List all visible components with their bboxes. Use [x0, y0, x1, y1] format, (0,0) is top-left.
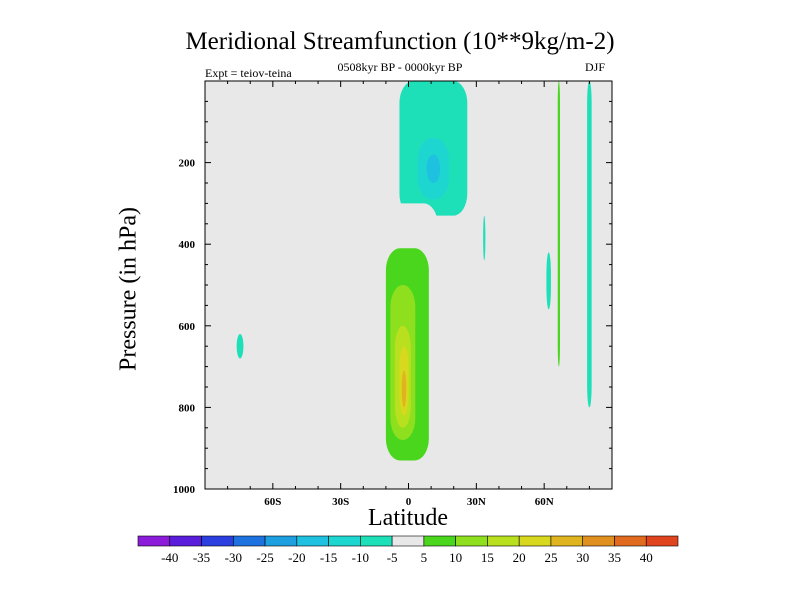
- contour-neg-core-inner: [426, 154, 441, 183]
- x-tick-label: 60S: [264, 496, 281, 508]
- colorbar-swatch: [296, 535, 329, 547]
- colorbar-label: -40: [161, 550, 178, 565]
- colorbar-label: 30: [576, 550, 589, 565]
- colorbar-swatch: [645, 535, 679, 547]
- colorbar-swatch: [137, 535, 171, 547]
- contour-neg-strip-35N: [483, 215, 486, 261]
- colorbar-label: 5: [421, 550, 428, 565]
- season-label: DJF: [585, 60, 606, 74]
- y-tick-label: 400: [179, 239, 196, 251]
- colorbar-label: -25: [256, 550, 273, 565]
- colorbar-swatch: [550, 535, 584, 547]
- experiment-label: Expt = teiov-teina: [205, 66, 292, 80]
- y-tick-label: 1000: [173, 484, 196, 496]
- colorbar-swatch: [169, 535, 202, 547]
- colorbar-label: -30: [225, 550, 242, 565]
- contour-pos-cell-equator-30: [401, 370, 407, 408]
- x-tick-label: 30N: [467, 496, 486, 508]
- y-tick-label: 200: [179, 158, 196, 170]
- contour-neg-cell-70S: [236, 333, 244, 359]
- colorbar-swatch: [391, 535, 425, 547]
- contour-pos-cell-35S: [324, 272, 337, 449]
- contour-pos-cell-55N: [528, 81, 533, 196]
- colorbar-swatch: [232, 535, 266, 547]
- x-tick-label: 0: [406, 496, 412, 508]
- colorbar-swatch: [518, 535, 552, 547]
- colorbar-label: 15: [481, 550, 494, 565]
- colorbar-label: -20: [288, 550, 305, 565]
- colorbar-label: -35: [193, 550, 210, 565]
- contour-neg-strip-80N: [587, 81, 592, 408]
- contour-pos-cell-65N-10: [557, 81, 560, 367]
- y-tick-label: 600: [179, 321, 196, 333]
- colorbar-label: 35: [608, 550, 621, 565]
- contour-neg-strip-62N: [546, 252, 551, 310]
- colorbar-label: -10: [352, 550, 369, 565]
- colorbar-swatch: [614, 535, 647, 547]
- colorbar-label: -15: [320, 550, 337, 565]
- colorbar-swatch: [455, 535, 488, 547]
- colorbar-swatch: [264, 535, 298, 547]
- colorbar-label: 20: [513, 550, 526, 565]
- colorbar-swatch: [201, 535, 234, 547]
- chart-title: Meridional Streamfunction (10**9kg/m-2): [185, 28, 615, 55]
- colorbar-label: 10: [449, 550, 462, 565]
- colorbar-swatch: [328, 535, 361, 547]
- chart-subtitle: 0508kyr BP - 0000kyr BP: [337, 60, 463, 74]
- colorbar-swatch: [582, 535, 615, 547]
- colorbar-label: 25: [544, 550, 557, 565]
- x-tick-label: 60N: [535, 496, 554, 508]
- contour-pos-cell-15S-upper: [340, 162, 352, 269]
- y-tick-label: 800: [179, 402, 196, 414]
- x-axis-label: Latitude: [368, 505, 448, 531]
- colorbar-swatch: [360, 535, 393, 547]
- x-tick-label: 30S: [332, 496, 349, 508]
- colorbar-swatch: [487, 535, 520, 547]
- colorbar-label: 40: [640, 550, 653, 565]
- colorbar-swatch: [423, 535, 456, 547]
- colorbar-label: -5: [387, 550, 398, 565]
